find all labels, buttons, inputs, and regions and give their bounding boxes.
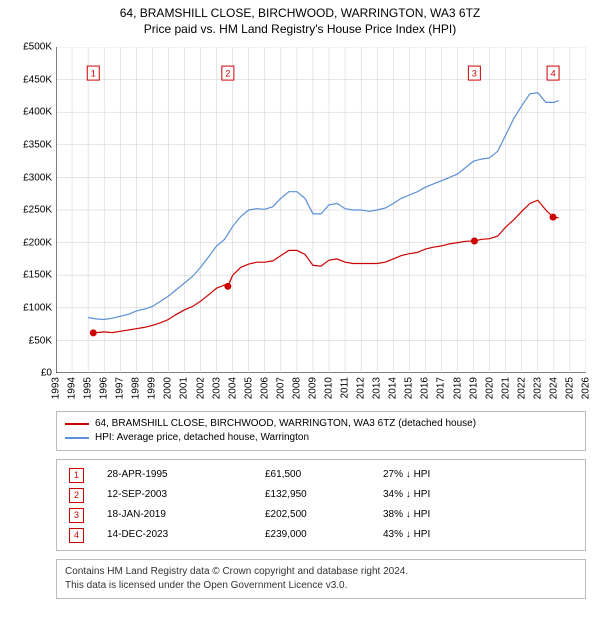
event-price: £202,500: [261, 505, 379, 525]
event-price: £61,500: [261, 465, 379, 485]
x-tick-label: 2018: [452, 377, 463, 399]
x-tick-label: 2010: [324, 377, 335, 399]
event-date: 18-JAN-2019: [103, 505, 261, 525]
event-row: 1 28-APR-1995£61,50027% ↓ HPI: [65, 465, 577, 485]
y-tick-label: £450K: [23, 74, 52, 85]
legend-label: 64, BRAMSHILL CLOSE, BIRCHWOOD, WARRINGT…: [95, 417, 476, 431]
plot-region: 1 2 3 4: [56, 47, 586, 373]
x-tick-label: 1995: [83, 377, 94, 399]
x-tick-label: 2017: [436, 377, 447, 399]
chart-area: £0£50K£100K£150K£200K£250K£300K£350K£400…: [10, 43, 590, 403]
y-tick-label: £400K: [23, 107, 52, 118]
x-tick-label: 2022: [516, 377, 527, 399]
y-tick-label: £100K: [23, 302, 52, 313]
event-pct: 27% ↓ HPI: [379, 465, 577, 485]
arrow-down-icon: ↓: [406, 508, 411, 522]
x-tick-label: 2020: [484, 377, 495, 399]
svg-text:4: 4: [551, 69, 556, 79]
legend-swatch: [65, 423, 89, 425]
event-price: £132,950: [261, 485, 379, 505]
x-tick-label: 2005: [243, 377, 254, 399]
plot-svg: 1 2 3 4: [56, 47, 586, 373]
chart-title-line2: Price paid vs. HM Land Registry's House …: [10, 22, 590, 38]
x-tick-label: 1999: [147, 377, 158, 399]
x-tick-label: 2021: [500, 377, 511, 399]
y-tick-label: £150K: [23, 270, 52, 281]
y-tick-label: £350K: [23, 139, 52, 150]
svg-text:3: 3: [472, 69, 477, 79]
event-row: 3 18-JAN-2019£202,50038% ↓ HPI: [65, 505, 577, 525]
event-marker: 4: [69, 528, 84, 543]
x-tick-label: 2000: [163, 377, 174, 399]
legend-swatch: [65, 437, 89, 439]
x-tick-label: 2026: [581, 377, 592, 399]
event-pct: 34% ↓ HPI: [379, 485, 577, 505]
y-tick-label: £50K: [29, 335, 52, 346]
event-marker: 2: [69, 488, 84, 503]
x-tick-label: 2008: [291, 377, 302, 399]
x-tick-label: 2006: [259, 377, 270, 399]
event-date: 28-APR-1995: [103, 465, 261, 485]
x-tick-label: 2024: [548, 377, 559, 399]
legend-label: HPI: Average price, detached house, Warr…: [95, 431, 309, 445]
event-marker: 1: [69, 468, 84, 483]
x-tick-label: 1998: [131, 377, 142, 399]
x-tick-label: 2004: [227, 377, 238, 399]
arrow-down-icon: ↓: [406, 528, 411, 542]
x-tick-label: 2016: [420, 377, 431, 399]
x-tick-label: 2007: [275, 377, 286, 399]
event-date: 12-SEP-2003: [103, 485, 261, 505]
arrow-down-icon: ↓: [406, 488, 411, 502]
y-tick-label: £500K: [23, 42, 52, 53]
arrow-down-icon: ↓: [406, 468, 411, 482]
x-tick-label: 2002: [195, 377, 206, 399]
legend: 64, BRAMSHILL CLOSE, BIRCHWOOD, WARRINGT…: [56, 411, 586, 451]
footer-line1: Contains HM Land Registry data © Crown c…: [65, 565, 577, 579]
y-tick-label: £300K: [23, 172, 52, 183]
y-axis-labels: £0£50K£100K£150K£200K£250K£300K£350K£400…: [10, 47, 54, 373]
event-row: 2 12-SEP-2003£132,95034% ↓ HPI: [65, 485, 577, 505]
legend-row: HPI: Average price, detached house, Warr…: [65, 431, 577, 445]
attribution-footer: Contains HM Land Registry data © Crown c…: [56, 559, 586, 599]
event-marker: 3: [69, 508, 84, 523]
x-tick-label: 2001: [179, 377, 190, 399]
events-table: 1 28-APR-1995£61,50027% ↓ HPI 2 12-SEP-2003…: [56, 459, 586, 551]
x-tick-label: 1996: [99, 377, 110, 399]
event-price: £239,000: [261, 525, 379, 545]
event-row: 4 14-DEC-2023£239,00043% ↓ HPI: [65, 525, 577, 545]
x-tick-label: 2011: [340, 377, 351, 399]
x-tick-label: 1994: [67, 377, 78, 399]
event-pct: 43% ↓ HPI: [379, 525, 577, 545]
legend-row: 64, BRAMSHILL CLOSE, BIRCHWOOD, WARRINGT…: [65, 417, 577, 431]
x-tick-label: 2015: [404, 377, 415, 399]
y-tick-label: £250K: [23, 205, 52, 216]
x-axis-labels: 1993199419951996199719981999200020012002…: [56, 375, 586, 403]
x-tick-label: 1993: [51, 377, 62, 399]
x-tick-label: 2023: [532, 377, 543, 399]
x-tick-label: 2013: [372, 377, 383, 399]
x-tick-label: 2012: [356, 377, 367, 399]
x-tick-label: 2025: [564, 377, 575, 399]
svg-text:2: 2: [225, 69, 230, 79]
x-tick-label: 2009: [307, 377, 318, 399]
event-pct: 38% ↓ HPI: [379, 505, 577, 525]
event-date: 14-DEC-2023: [103, 525, 261, 545]
footer-line2: This data is licensed under the Open Gov…: [65, 579, 577, 593]
x-tick-label: 2014: [388, 377, 399, 399]
x-tick-label: 2019: [468, 377, 479, 399]
y-tick-label: £200K: [23, 237, 52, 248]
x-tick-label: 2003: [211, 377, 222, 399]
svg-text:1: 1: [91, 69, 96, 79]
chart-title-line1: 64, BRAMSHILL CLOSE, BIRCHWOOD, WARRINGT…: [10, 6, 590, 22]
x-tick-label: 1997: [115, 377, 126, 399]
